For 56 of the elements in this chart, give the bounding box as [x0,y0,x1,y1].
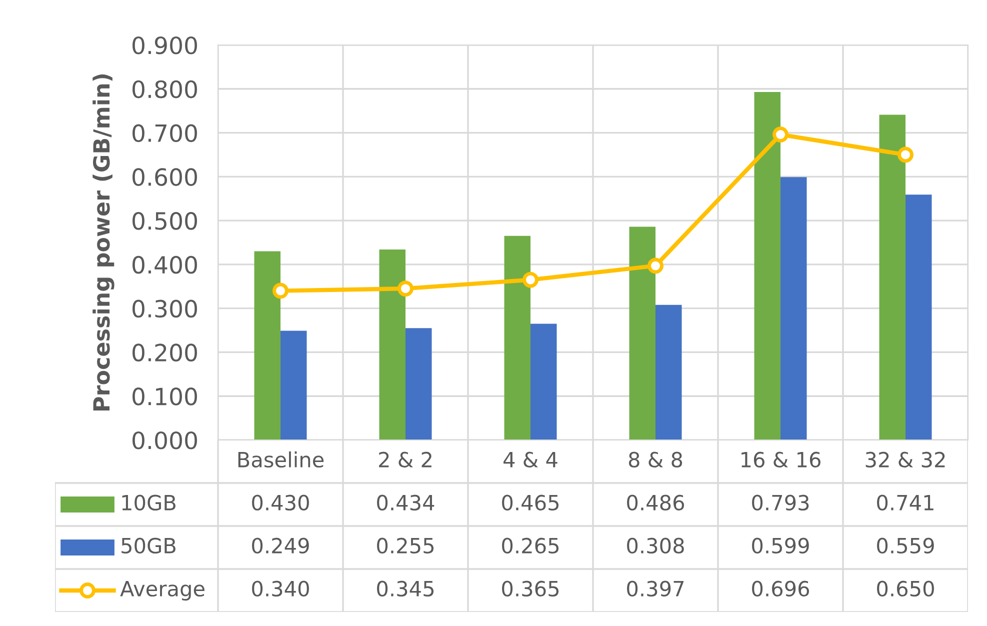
x-tick-label: 4 & 4 [504,452,558,468]
point [272,282,288,299]
y-tick-label: 0.900 [132,36,197,54]
point [522,272,538,288]
bar [780,177,807,440]
data-label: 0.265 [502,538,558,554]
legend-label: 50GB [122,538,176,554]
bar [879,114,906,440]
data-label: 0.486 [627,494,684,511]
x-tick-label: 8 & 8 [628,452,682,468]
bar [656,304,682,440]
y-tick-label: 0.600 [132,168,197,186]
x-tick-label: 2 & 2 [379,452,432,468]
y-tick-label: 0.800 [132,80,197,98]
data-label: 0.793 [752,494,809,511]
y-tick-label: 0.000 [132,431,197,450]
bar [254,251,280,440]
data-label: 0.650 [877,580,934,597]
data-label: 0.340 [252,580,309,597]
bar [754,92,780,440]
bar [379,250,406,440]
data-label: 0.696 [752,580,810,597]
data-label: 0.249 [252,538,309,554]
point [772,126,788,143]
y-tick-label: 0.200 [132,344,197,362]
point [398,280,414,297]
legend-label: 10GB [122,494,176,511]
y-tick-label: 0.700 [132,124,197,142]
bar [280,330,307,440]
data-label: 0.599 [752,538,809,554]
data-label: 0.741 [877,494,934,511]
bar [504,236,530,440]
data-label: 0.465 [502,494,558,511]
data-label: 0.365 [502,580,558,597]
data-label: 0.434 [377,494,434,511]
x-tick-label: 16 & 16 [742,452,820,468]
y-tick-label: 0.500 [132,212,197,230]
y-axis-title: Processing power (GB/min) [92,74,114,410]
legend-label: Average [120,581,204,601]
bar [629,226,656,440]
data-label: 0.308 [627,538,684,554]
bar [530,324,557,440]
data-label: 0.397 [627,580,684,597]
point [648,258,664,274]
data-label: 0.255 [377,538,434,554]
x-tick-label: Baseline [238,451,324,468]
y-tick-label: 0.300 [132,300,197,318]
bar [906,194,932,440]
data-label: 0.430 [252,494,309,511]
point [898,146,914,163]
x-tick-label: 32 & 32 [866,452,945,468]
data-label: 0.345 [377,580,434,597]
data-label: 0.559 [877,538,934,554]
y-tick-label: 0.400 [132,256,197,274]
y-tick-label: 0.100 [132,388,197,406]
bar [406,328,432,440]
